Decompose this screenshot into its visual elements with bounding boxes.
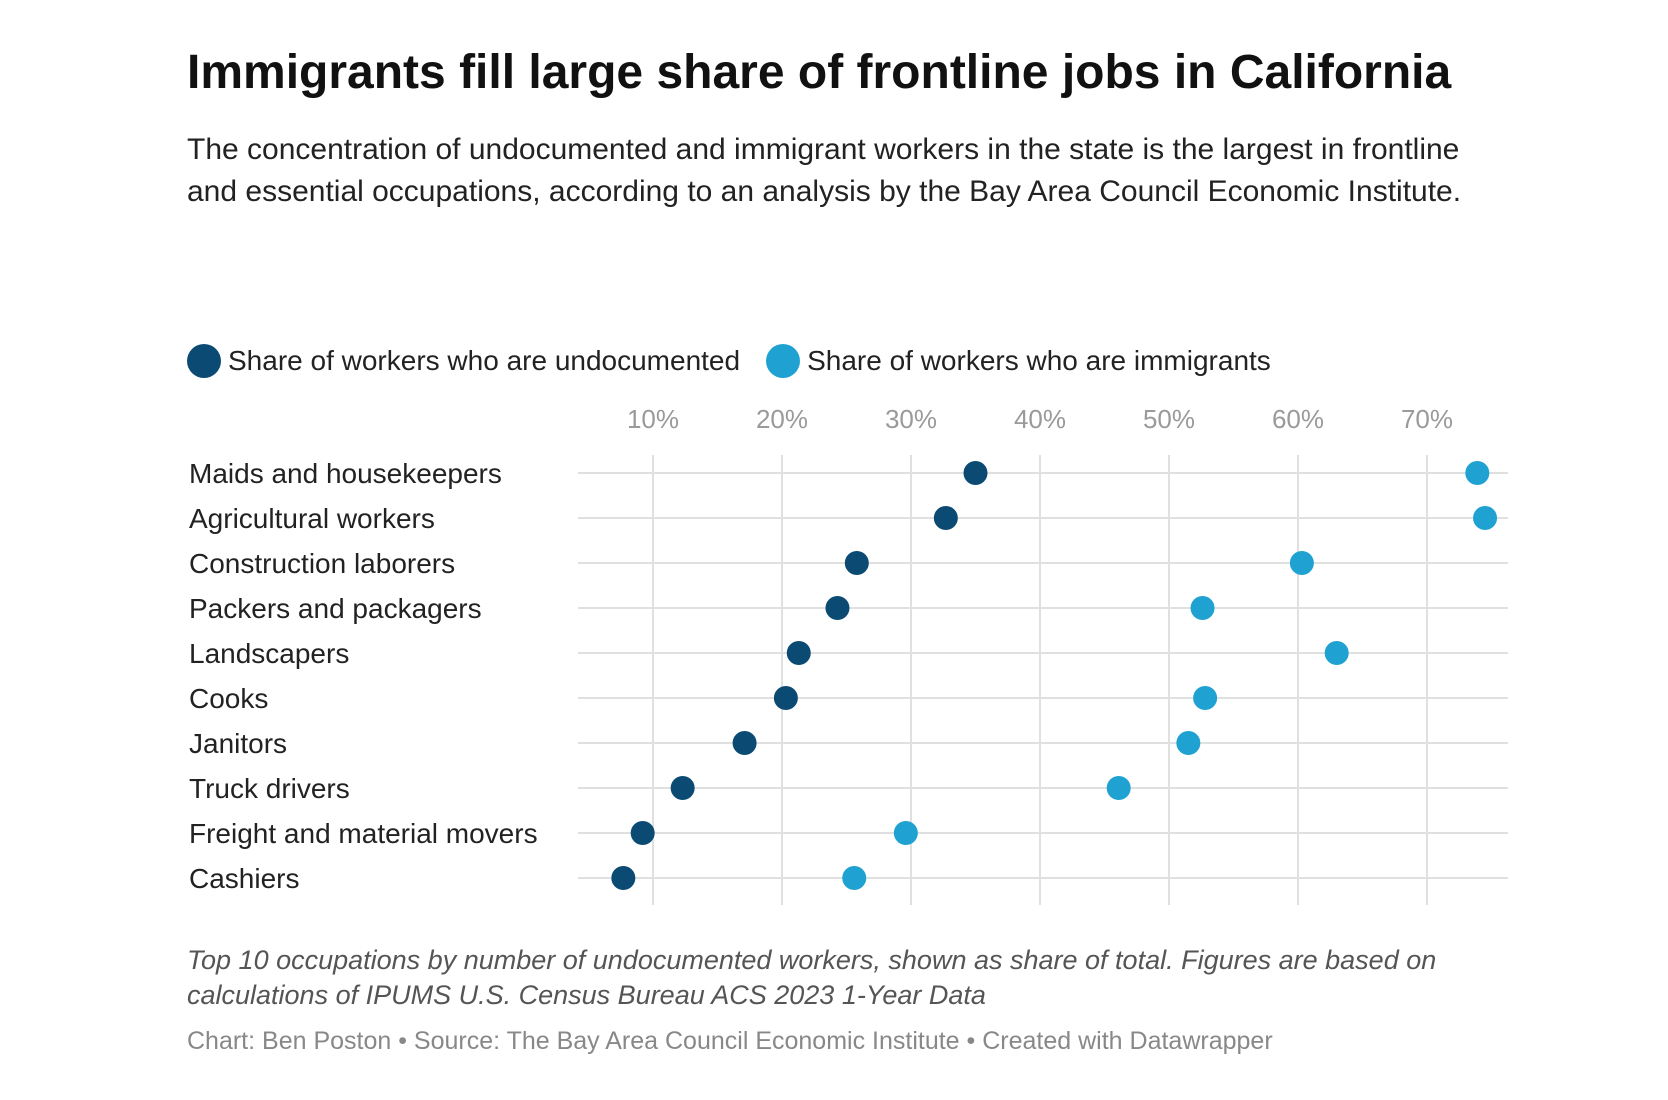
category-label: Packers and packagers — [189, 593, 482, 624]
dot-immigrants — [893, 821, 918, 845]
dot-immigrants — [1324, 641, 1349, 665]
dot-undocumented — [786, 641, 811, 665]
dot-immigrants — [1473, 506, 1498, 530]
legend-item-immigrants: Share of workers who are immigrants — [766, 344, 1271, 378]
dot-immigrants — [1190, 596, 1215, 620]
chart-subtitle: The concentration of undocumented and im… — [187, 133, 1462, 208]
legend-swatch-undocumented — [187, 344, 221, 378]
dot-undocumented — [630, 821, 655, 845]
dot-undocumented — [963, 461, 988, 485]
legend-label-immigrants: Share of workers who are immigrants — [807, 345, 1271, 376]
chart-legend: Share of workers who are undocumented Sh… — [187, 344, 1297, 378]
category-label: Agricultural workers — [189, 503, 435, 534]
x-tick-label: 20% — [756, 404, 808, 434]
category-label: Maids and housekeepers — [189, 458, 502, 489]
dot-undocumented — [611, 866, 636, 890]
dot-immigrants — [1289, 551, 1314, 575]
legend-swatch-immigrants — [766, 344, 801, 378]
category-label: Freight and material movers — [189, 818, 538, 849]
x-tick-label: 50% — [1143, 404, 1195, 434]
category-label: Cooks — [189, 683, 268, 714]
dot-undocumented — [670, 776, 695, 800]
dot-immigrants — [1193, 686, 1218, 710]
chart-notes: Top 10 occupations by number of undocume… — [187, 945, 1437, 1010]
x-tick-label: 10% — [627, 404, 679, 434]
dot-undocumented — [844, 551, 869, 575]
dot-undocumented — [732, 731, 757, 755]
dot-immigrants — [842, 866, 867, 890]
chart-header: Immigrants fill large share of frontline… — [187, 42, 1517, 378]
x-tick-label: 60% — [1272, 404, 1324, 434]
x-tick-label: 70% — [1401, 404, 1453, 434]
category-label: Landscapers — [189, 638, 349, 669]
dot-immigrants — [1465, 461, 1490, 485]
x-tick-label: 30% — [885, 404, 937, 434]
dot-immigrants — [1176, 731, 1201, 755]
legend-label-undocumented: Share of workers who are undocumented — [228, 345, 741, 376]
dot-undocumented — [933, 506, 958, 530]
category-label: Construction laborers — [189, 548, 455, 579]
chart-byline: Chart: Ben Poston • Source: The Bay Area… — [187, 1027, 1273, 1055]
dot-undocumented — [825, 596, 850, 620]
x-tick-label: 40% — [1014, 404, 1066, 434]
category-label: Cashiers — [189, 863, 299, 894]
chart-title: Immigrants fill large share of frontline… — [187, 46, 1452, 99]
legend-item-undocumented: Share of workers who are undocumented — [187, 344, 740, 378]
category-label: Janitors — [189, 728, 287, 759]
dot-immigrants — [1106, 776, 1131, 800]
category-label: Truck drivers — [189, 773, 350, 804]
dot-undocumented — [773, 686, 798, 710]
